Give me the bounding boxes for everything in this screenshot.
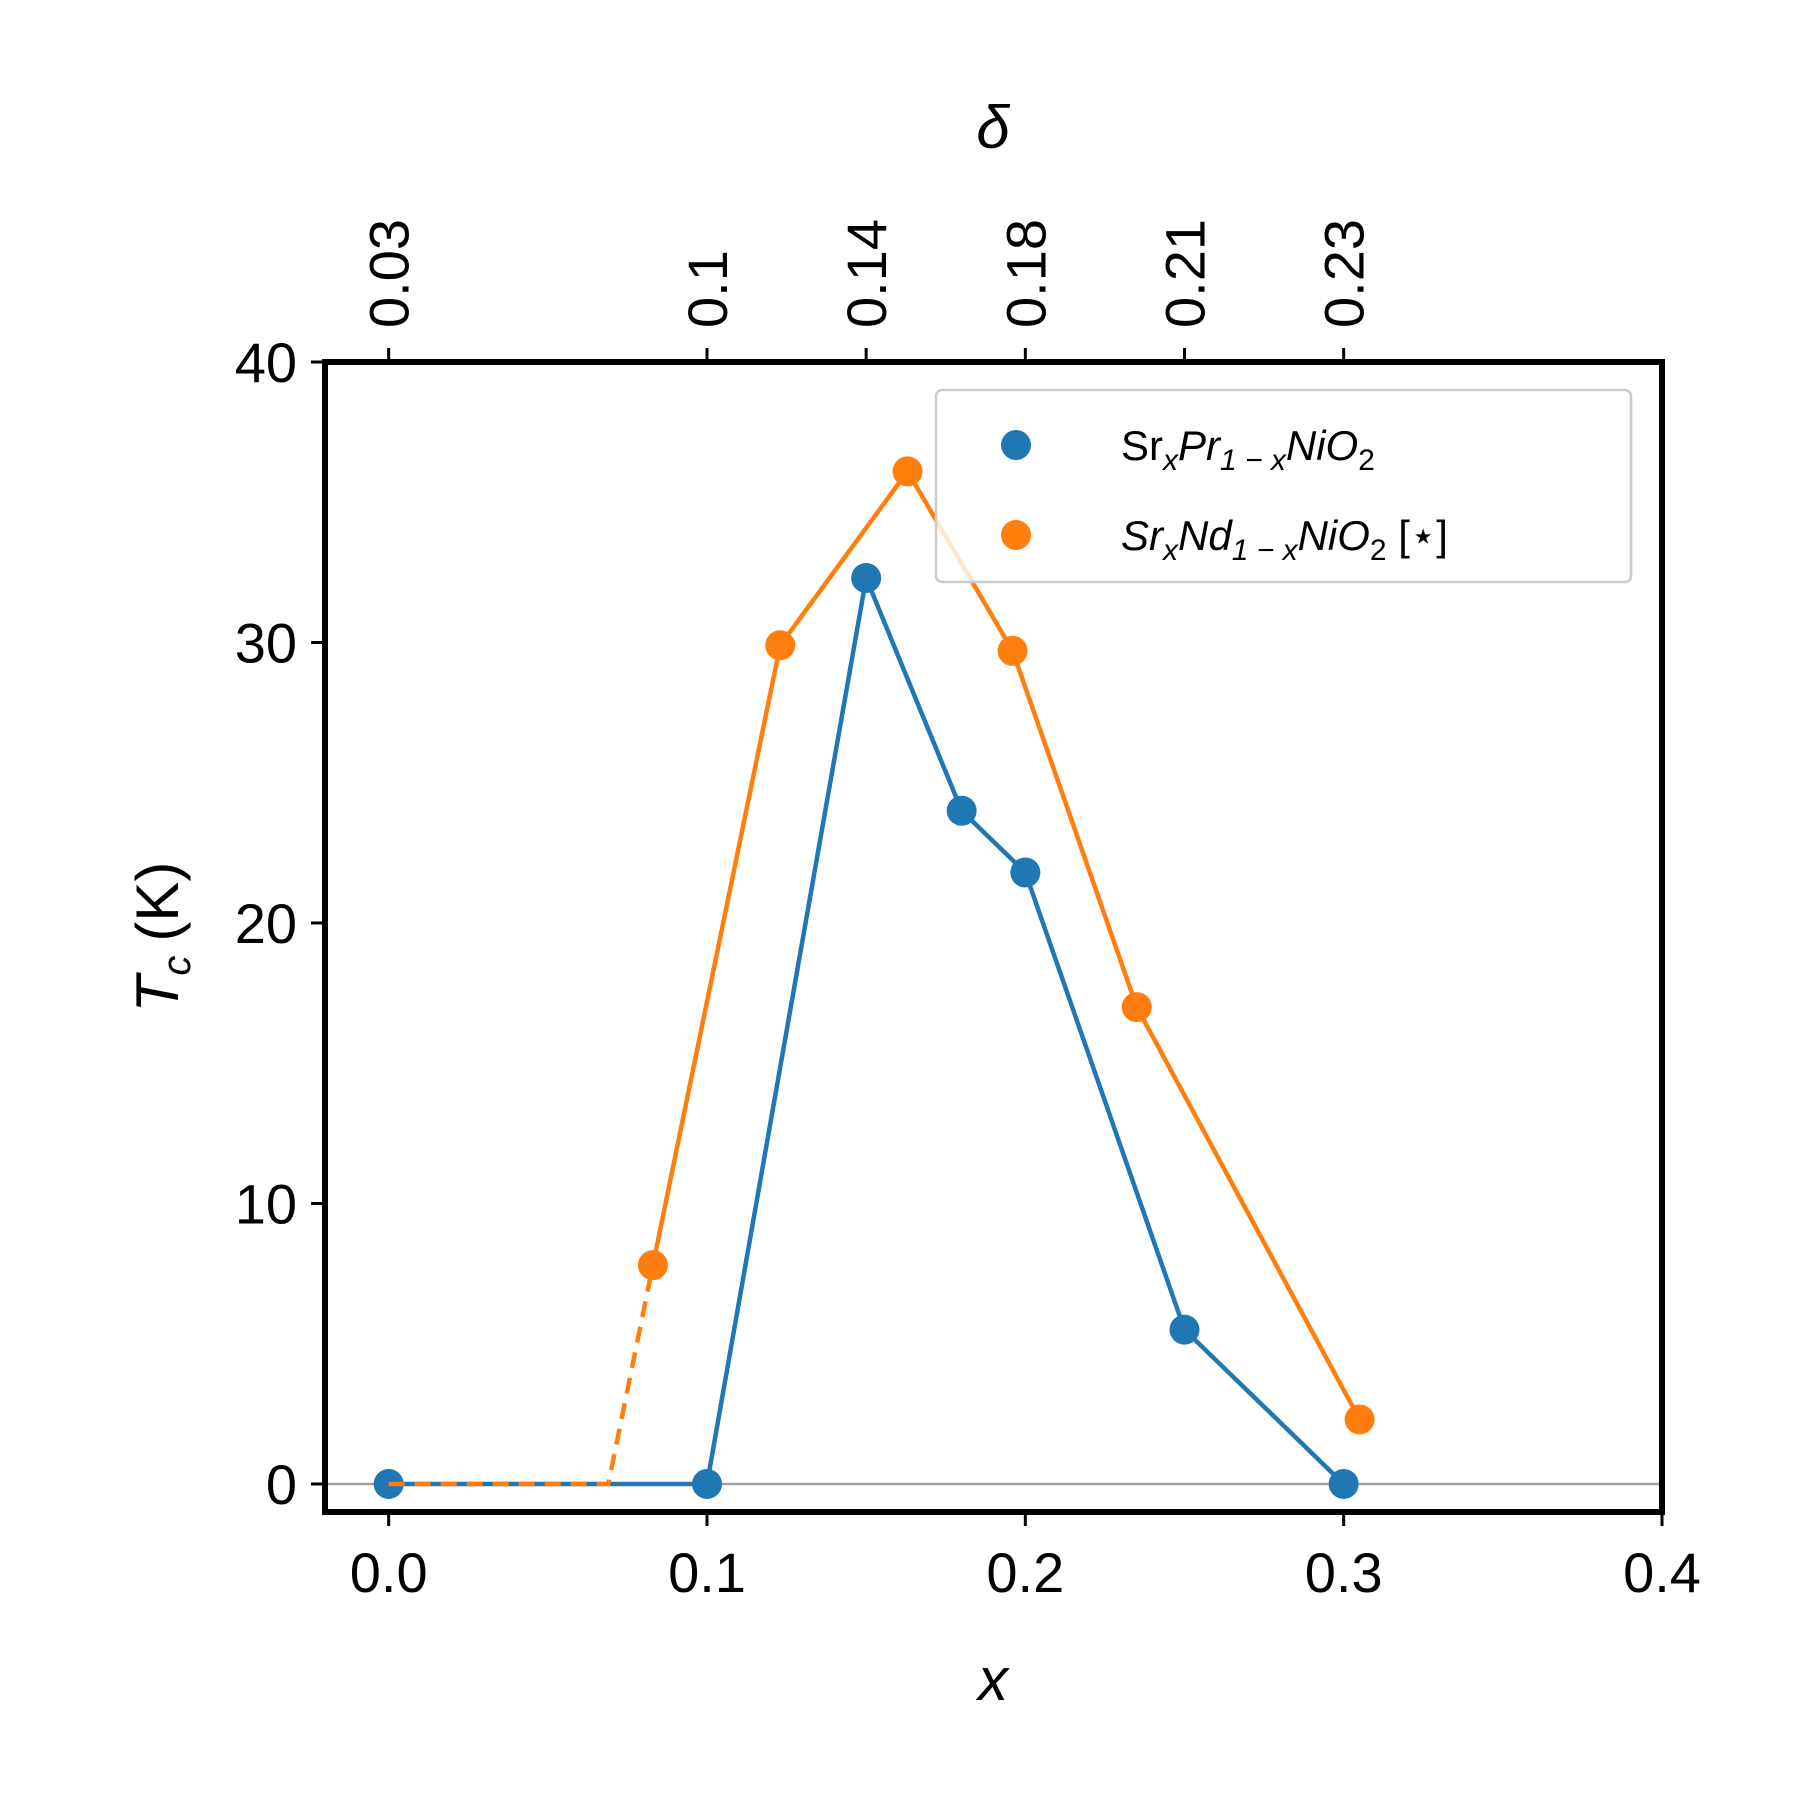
y-tick-label: 20 (235, 892, 297, 955)
y-axis-title-unit: (K) (124, 862, 191, 942)
top-axis-title: δ (976, 94, 1010, 161)
legend-label-part: 2 (1370, 534, 1387, 567)
legend-label-part: Nd (1178, 512, 1233, 559)
top-tick-label: 0.18 (994, 219, 1057, 328)
x-tick-label: 0.0 (350, 1541, 428, 1604)
y-axis-title-symbol: T (124, 971, 191, 1012)
series-1-point (946, 795, 977, 826)
series-2-point (997, 635, 1028, 666)
series-1-point (692, 1468, 722, 1499)
x-tick-label: 0.4 (1623, 1541, 1701, 1604)
top-tick-label: 0.14 (835, 219, 898, 328)
legend-marker-1 (1001, 430, 1031, 460)
legend-label-part: Pr (1178, 422, 1222, 469)
legend-label-part: Sr (1121, 512, 1165, 559)
x-tick-label: 0.3 (1305, 1541, 1383, 1604)
legend-label-part: x (1161, 534, 1179, 567)
legend-label-part: NiO (1298, 512, 1370, 559)
legend-marker-2 (1001, 520, 1031, 550)
legend-label-part: 1 − x (1220, 444, 1287, 477)
series-2-point (1121, 992, 1152, 1023)
series-2-dashed-line (388, 1264, 656, 1487)
axes-layer: 0.0 0.1 0.2 0.3 0.4 0 10 20 30 40 0.03 0.1 0.14 0.18 0… (235, 219, 1701, 1604)
legend-box (934, 388, 1633, 584)
y-tick-label: 40 (235, 331, 297, 394)
top-tick-label: 0.23 (1313, 219, 1376, 328)
plot-frame (322, 359, 1665, 1515)
y-axis-title-subscript: c (155, 956, 199, 976)
y-tick-label: 10 (235, 1172, 297, 1235)
x-axis-title: x (975, 1646, 1010, 1713)
x-tick-label: 0.1 (668, 1541, 746, 1604)
legend-label-part: 1 − x (1232, 534, 1299, 567)
y-tick-label: 0 (266, 1453, 297, 1516)
series-layer (373, 456, 1375, 1499)
y-axis-title: Tc (K) (124, 862, 199, 1013)
legend-label-part: Sr (1121, 422, 1163, 469)
series-2-point (765, 630, 796, 661)
top-tick-label: 0.21 (1154, 219, 1217, 328)
top-tick-label: 0.1 (676, 250, 739, 328)
legend-label-part: 2 (1358, 444, 1375, 477)
series-2-point (892, 456, 923, 487)
x-tick-label: 0.2 (986, 1541, 1064, 1604)
series-1-point (851, 562, 882, 593)
series-1-point (1169, 1314, 1200, 1345)
legend-label-part: [⋆] (1387, 512, 1448, 559)
series-2-point (1344, 1404, 1375, 1435)
legend-label-part: x (1161, 444, 1179, 477)
series-1-point (1328, 1468, 1359, 1499)
series-1-point (1010, 857, 1041, 888)
legend-label-1: SrxPr1 − xNiO2 (1121, 422, 1375, 477)
legend-label-2: SrxNd1 − xNiO2 [⋆] (1121, 512, 1448, 567)
svg-text:Tc(K): Tc (K) (124, 862, 199, 1013)
legend-label-part: NiO (1286, 422, 1358, 469)
top-tick-label: 0.03 (358, 219, 421, 328)
y-tick-label: 30 (235, 611, 297, 674)
series-2-point (637, 1250, 668, 1281)
